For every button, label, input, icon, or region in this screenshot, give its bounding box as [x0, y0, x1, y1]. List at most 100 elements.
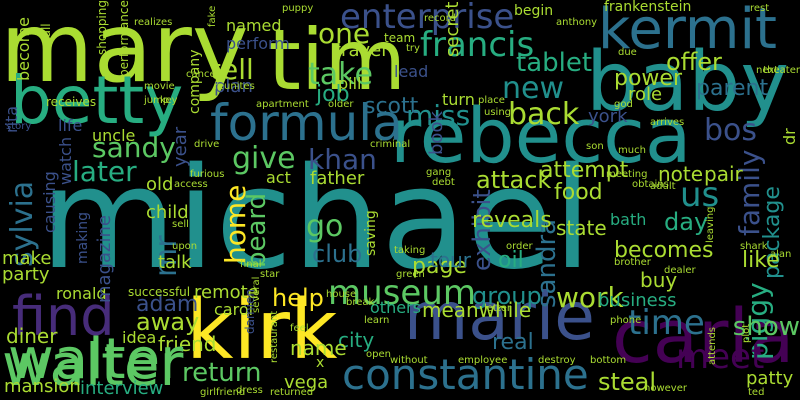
word-like: like	[742, 248, 780, 273]
word-destroy: destroy	[538, 355, 576, 366]
word-drive: drive	[194, 139, 220, 150]
word-using: using	[484, 107, 512, 118]
word-cancer: cancer	[186, 69, 220, 80]
word-mary: mary	[0, 0, 249, 104]
word-final: final	[240, 259, 262, 270]
word-movie: movie	[144, 81, 175, 92]
word-oil: oil	[498, 248, 524, 273]
word-much: much	[618, 145, 646, 156]
word-uncle: uncle	[92, 126, 136, 145]
word-formula: formula	[210, 94, 403, 152]
word-company: company	[187, 49, 203, 115]
word-open: open	[366, 349, 391, 360]
word-marie: marie	[404, 278, 595, 355]
word-access: access	[174, 179, 208, 190]
word-girlfriend: girlfriend	[200, 387, 246, 398]
word-jump: jump	[144, 95, 170, 106]
word-record: record	[424, 13, 456, 24]
word-named: named	[226, 16, 282, 35]
word-vega: vega	[284, 372, 329, 393]
word-kermit: kermit	[598, 0, 777, 62]
word-meet: meet	[676, 337, 765, 377]
word-job: job	[316, 82, 350, 107]
word-returned: returned	[270, 387, 314, 398]
word-attempt: attempt	[540, 158, 629, 183]
word-reveals: reveals	[472, 208, 552, 233]
word-phone: phone	[610, 315, 642, 326]
word-realizes: realizes	[134, 17, 173, 28]
word-group: group	[472, 282, 542, 310]
word-walter: walter	[2, 331, 184, 399]
word-act: act	[266, 168, 291, 187]
word-bos: bos	[704, 113, 758, 148]
word-employee: employee	[458, 355, 508, 366]
word-next: next	[756, 65, 779, 76]
word-restaurant: restaurant	[269, 310, 280, 363]
word-carla: carla	[612, 294, 795, 380]
word-note: note	[658, 162, 704, 186]
word-learn: learn	[364, 315, 390, 326]
word-shopping: shopping	[95, 0, 109, 55]
word-x: x	[316, 355, 325, 371]
word-lead: lead	[394, 62, 429, 81]
word-upon: upon	[172, 241, 198, 252]
word-work: work	[556, 281, 624, 314]
word-back: back	[508, 97, 580, 132]
word-old: old	[146, 174, 174, 195]
word-state: state	[556, 216, 607, 240]
word-new: new	[502, 71, 565, 106]
word-baby: baby	[586, 35, 789, 130]
word-without: without	[390, 355, 428, 366]
word-one: one	[318, 17, 371, 50]
word-life: life	[58, 116, 83, 135]
word-father: father	[310, 168, 365, 189]
word-mansion: mansion	[4, 376, 81, 397]
word-ted: ted	[748, 387, 765, 398]
word-bottom: bottom	[590, 355, 627, 366]
word-tell: tell	[210, 53, 254, 86]
word-later: later	[72, 155, 137, 188]
word-taking: taking	[394, 245, 426, 256]
word-saving: saving	[363, 210, 379, 257]
word-business: business	[598, 290, 677, 311]
word-party: party	[2, 264, 50, 285]
word-page: page	[412, 254, 467, 279]
word-debt: debt	[432, 177, 455, 188]
word-york: york	[588, 106, 628, 127]
word-turn: turn	[442, 90, 475, 109]
word-city: city	[338, 328, 375, 352]
word-show: show	[732, 312, 800, 342]
word-miss: miss	[406, 99, 471, 132]
word-museum: museum	[328, 273, 476, 313]
word-causing: causing	[40, 170, 59, 233]
word-watch: watch	[56, 136, 75, 185]
word-tablet: tablet	[516, 48, 593, 78]
word-order: order	[506, 241, 533, 252]
word-khan: khan	[308, 143, 377, 176]
word-meeting: meeting	[606, 169, 648, 180]
word-house: house	[326, 289, 357, 300]
word-gang: gang	[426, 167, 452, 178]
word-fake: fake	[207, 5, 218, 27]
word-go: go	[306, 209, 344, 244]
word-food: food	[554, 180, 603, 205]
word-dress: dress	[236, 385, 263, 396]
word-key: key	[160, 95, 178, 106]
word-theater: theater	[763, 65, 800, 76]
word-attack: attack	[476, 166, 552, 194]
word-criminal: criminal	[370, 139, 411, 150]
word-successful: successful	[128, 285, 191, 299]
word-take: take	[308, 57, 373, 92]
word-anthony: anthony	[556, 17, 598, 28]
word-receives: receives	[46, 95, 97, 109]
word-brother: brother	[614, 257, 651, 268]
word-real: real	[492, 330, 534, 355]
word-arrives: arrives	[650, 117, 685, 128]
word-interview: interview	[80, 378, 164, 399]
word-leaving: leaving	[705, 206, 716, 243]
word-pill: pill	[338, 74, 362, 93]
word-letter: letter	[484, 303, 512, 314]
word-talk: talk	[158, 252, 192, 273]
word-try: try	[406, 43, 420, 54]
word-performance: performance	[117, 0, 131, 77]
